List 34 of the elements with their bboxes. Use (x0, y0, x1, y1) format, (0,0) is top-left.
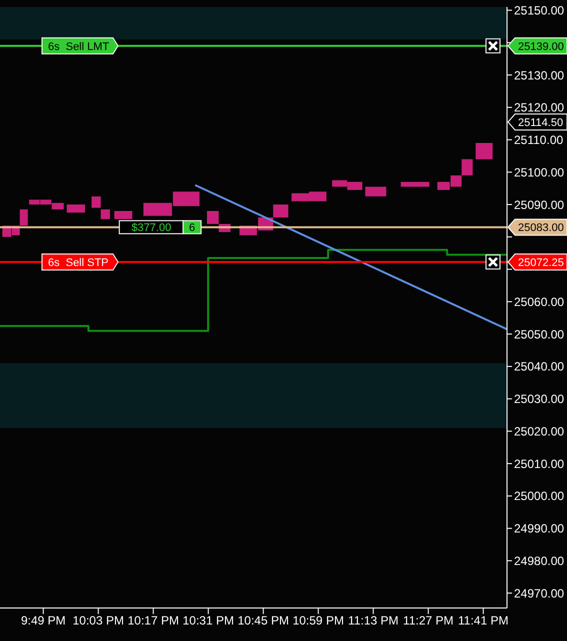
candlestick (273, 204, 288, 218)
x-tick-label: 10:45 PM (238, 614, 289, 628)
y-tick-label: 25110.00 (514, 133, 564, 148)
annotation: 25072.25 (518, 257, 564, 270)
annotation: $377.00 (131, 222, 172, 234)
x-tick-label: 9:49 PM (20, 614, 66, 628)
y-tick-label: 24990.00 (514, 522, 564, 536)
x-tick-label: 11:41 PM (458, 614, 509, 628)
y-tick-label: 25040.00 (514, 360, 564, 374)
y-tick-label: 25060.00 (514, 294, 564, 309)
annotation: 25083.00 (518, 222, 564, 234)
x-tick-label: 10:17 PM (128, 614, 179, 628)
x-tick-label: 10:31 PM (182, 614, 234, 628)
y-tick-label: 24970.00 (514, 586, 564, 600)
y-tick-label: 24980.00 (514, 554, 564, 568)
y-tick-label: 25010.00 (514, 456, 564, 471)
ref-line-label: 6s Sell LMT (48, 40, 110, 53)
y-tick-label: 25120.00 (514, 100, 564, 115)
ref-line-label: 6s Sell STP (48, 257, 109, 270)
annotation: 25139.00 (518, 40, 564, 53)
y-tick-label: 25100.00 (514, 165, 564, 180)
y-tick-label: 25020.00 (514, 424, 564, 438)
y-tick-label: 25050.00 (514, 327, 564, 342)
x-tick-label: 10:03 PM (72, 614, 124, 628)
text: 25114.50 (518, 117, 564, 129)
y-tick-label: 25000.00 (514, 489, 564, 504)
y-tick-label: 25150.00 (514, 4, 564, 18)
y-tick-label: 25090.00 (514, 198, 564, 212)
annotation: 6 (189, 222, 196, 234)
y-tick-label: 25130.00 (514, 68, 564, 82)
x-tick-label: 10:59 PM (292, 614, 344, 628)
x-tick-label: 11:27 PM (403, 614, 454, 628)
y-tick-label: 25030.00 (514, 392, 564, 406)
x-tick-label: 11:13 PM (348, 614, 399, 628)
